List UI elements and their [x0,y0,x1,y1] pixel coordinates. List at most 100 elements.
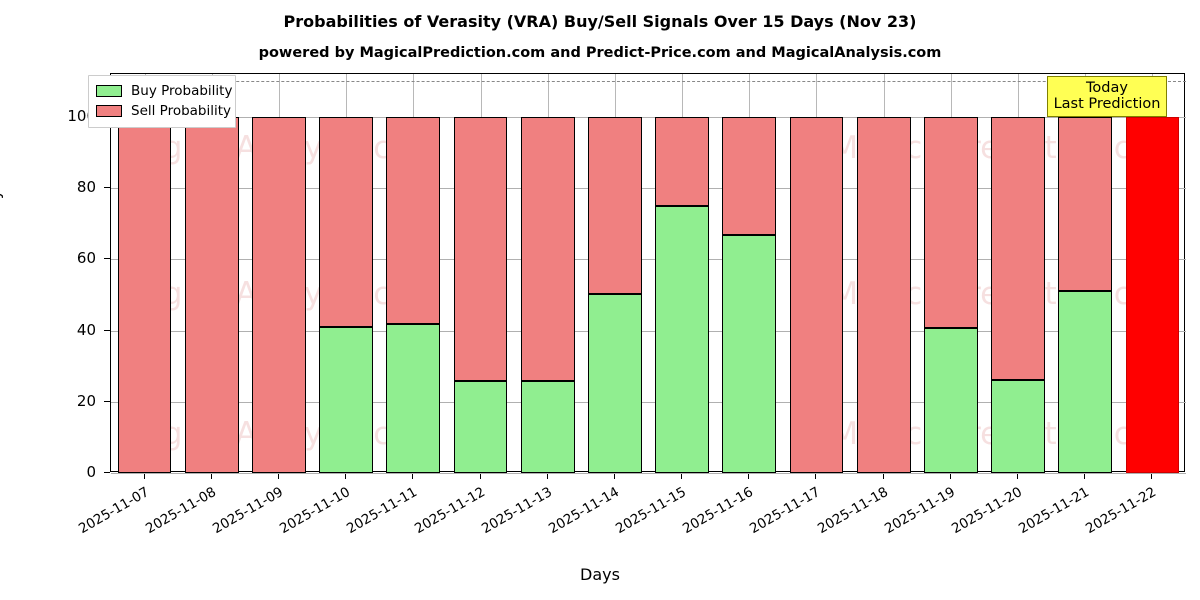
bar-group[interactable] [789,74,844,473]
bar-group[interactable] [184,74,239,473]
bar-group[interactable] [1058,74,1113,473]
bar-segment-sell[interactable] [319,116,374,327]
bar-group[interactable] [117,74,172,473]
x-tick-mark [613,473,615,479]
bar-group[interactable] [520,74,575,473]
gridline-horizontal [111,330,1186,332]
x-tick-label: 2025-11-20 [949,484,1026,538]
x-tick-label: 2025-11-10 [277,484,354,538]
today-annotation-line1: Today [1086,80,1128,96]
x-tick-label: 2025-11-14 [545,484,622,538]
y-tick-label: 80 [76,178,96,196]
x-tick-label: 2025-11-11 [344,484,421,538]
x-tick-label: 2025-11-08 [142,484,219,538]
bar-segment-buy[interactable] [386,324,441,473]
y-tick-mark [104,329,110,331]
x-tick-mark [345,473,347,479]
bar-segment-sell[interactable] [386,116,441,325]
bar-segment-sell[interactable] [856,116,911,473]
bar-group[interactable] [588,74,642,473]
today-annotation: Today Last Prediction [1047,76,1167,118]
bar-segment-sell[interactable] [722,116,777,236]
x-tick-mark [681,473,683,479]
bar-segment-sell[interactable] [923,116,978,328]
bar-group[interactable] [386,74,441,473]
y-tick-label: 0 [86,463,96,481]
x-tick-label: 2025-11-21 [1016,484,1093,538]
bar-group[interactable] [923,74,978,473]
threshold-dashed-line [111,81,1186,83]
y-tick-mark [104,472,110,473]
bar-group[interactable] [991,74,1045,473]
bar-group[interactable] [1125,74,1180,473]
bar-group[interactable] [655,74,709,473]
x-tick-mark [1017,473,1019,479]
bar-segment-buy[interactable] [319,326,374,473]
x-tick-mark [748,473,750,479]
x-tick-mark [815,473,817,479]
x-tick-label: 2025-11-15 [613,484,690,538]
bar-segment-today[interactable] [1125,116,1180,473]
bar-segment-sell[interactable] [655,116,709,206]
bar-segment-buy[interactable] [520,381,575,473]
bar-segment-buy[interactable] [453,381,508,473]
legend-label-sell: Sell Probability [131,103,232,119]
x-tick-mark [210,473,212,479]
y-tick-label: 20 [76,391,96,410]
x-tick-mark [546,473,548,479]
x-tick-label: 2025-11-18 [814,484,891,538]
bar-group[interactable] [319,74,374,473]
y-axis-title: Probability [0,189,4,275]
bar-segment-sell[interactable] [117,116,172,473]
legend-swatch-buy-icon [96,85,122,97]
bar-segment-sell[interactable] [184,116,239,473]
legend-swatch-sell-icon [96,105,122,117]
gridline-horizontal [111,116,1186,118]
bar-group[interactable] [252,74,306,473]
legend-item-buy[interactable]: Buy Probability [96,81,232,101]
chart-subtitle: powered by MagicalPrediction.com and Pre… [258,45,942,61]
bar-group[interactable] [453,74,508,473]
x-tick-mark [882,473,884,479]
bar-segment-buy[interactable] [722,235,777,473]
x-tick-label: 2025-11-13 [478,484,555,538]
gridline-horizontal [111,259,1186,261]
bar-segment-sell[interactable] [520,116,575,382]
x-tick-label: 2025-11-07 [75,484,152,538]
legend-item-sell[interactable]: Sell Probability [96,101,232,121]
bar-group[interactable] [722,74,777,473]
gridline-horizontal [111,188,1186,189]
bar-segment-sell[interactable] [588,116,642,295]
bar-segment-buy[interactable] [1058,291,1113,473]
x-tick-label: 2025-11-16 [680,484,757,538]
x-tick-mark [277,473,279,479]
bar-segment-sell[interactable] [1058,116,1113,292]
bar-segment-sell[interactable] [991,116,1045,381]
bar-segment-buy[interactable] [655,205,709,473]
gridline-horizontal [111,473,1186,474]
x-tick-label: 2025-11-12 [411,484,488,538]
bar-segment-buy[interactable] [991,380,1045,473]
x-tick-label: 2025-11-17 [747,484,824,538]
x-tick-mark [479,473,481,479]
chart-title: Probabilities of Verasity (VRA) Buy/Sell… [283,12,917,31]
bar-group[interactable] [856,74,911,473]
bar-segment-buy[interactable] [588,294,642,473]
chart-legend: Buy Probability Sell Probability [88,75,236,128]
y-tick-mark [104,400,110,402]
x-tick-label: 2025-11-19 [881,484,958,538]
bar-segment-sell[interactable] [453,116,508,382]
plot-area: MagicalAnalysis.com MagicalPrediction.co… [110,73,1186,474]
bar-segment-sell[interactable] [789,116,844,473]
bar-segment-sell[interactable] [252,116,306,473]
legend-label-buy: Buy Probability [131,83,233,99]
x-tick-label: 2025-11-22 [1083,484,1160,538]
x-axis-title: Days [580,565,620,584]
y-tick-mark [104,258,110,260]
bar-series-layer [111,74,1186,473]
y-tick-label: 60 [76,249,96,268]
x-tick-mark [1084,473,1086,479]
bar-segment-buy[interactable] [923,327,978,473]
x-tick-mark [143,473,145,479]
